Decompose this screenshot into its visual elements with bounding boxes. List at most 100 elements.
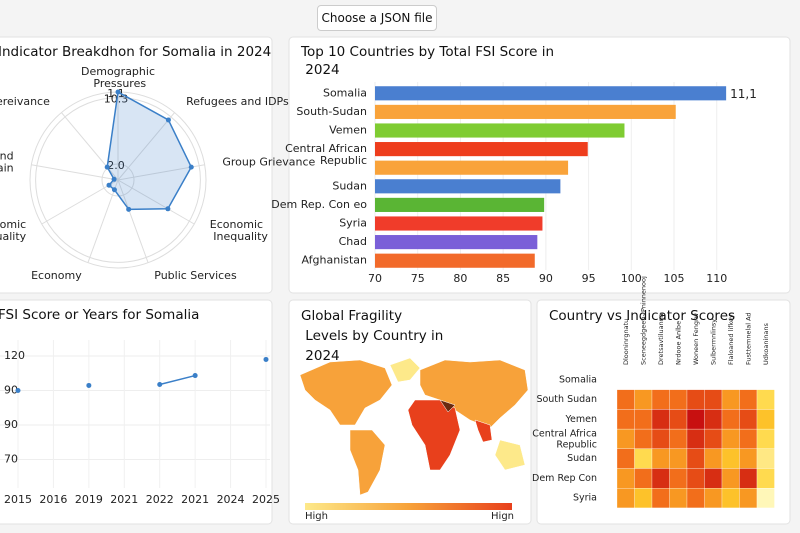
- y-tick-label: 70: [4, 453, 18, 466]
- heat-cell: [634, 448, 653, 469]
- spoke: [31, 164, 119, 181]
- radar-point: [165, 117, 171, 123]
- x-tick-label: 110: [706, 272, 727, 285]
- x-tick-label: 105: [664, 272, 685, 285]
- heat-cell: [669, 468, 688, 489]
- radar-area: [106, 90, 193, 211]
- x-tick-label: 2016: [39, 493, 67, 506]
- chart-title: Indicator Breakdhon for Somalia in 2024: [0, 44, 271, 60]
- heat-cell: [686, 468, 705, 489]
- axis-label: Public Services: [154, 269, 237, 282]
- country-region: [474, 419, 493, 443]
- y-tick-label: South-Sudan: [296, 105, 367, 118]
- country-region: [439, 399, 456, 413]
- line-point: [15, 388, 21, 393]
- spoke: [87, 179, 119, 263]
- heat-cell: [616, 448, 635, 469]
- heat-cell: [616, 488, 635, 509]
- column-label: Dretsavtiluanna: [657, 313, 665, 365]
- heat-cell: [669, 488, 688, 509]
- bar: [375, 216, 543, 231]
- chart-title: FSI Score or Years for Somalia: [0, 307, 199, 323]
- heat-cell: [704, 428, 723, 449]
- heat-cell: [704, 488, 723, 509]
- heat-cell: [634, 468, 653, 489]
- heat-cell: [686, 409, 705, 430]
- chart-title: Country vs Indicator Scores: [549, 308, 735, 324]
- bar: [375, 253, 535, 268]
- bar: [375, 179, 561, 194]
- heat-cell: [739, 389, 758, 410]
- heat-cell: [721, 389, 740, 410]
- row-label: Syria: [573, 493, 597, 504]
- column-label: Sulbermnlinsy: [709, 319, 717, 365]
- panel: [0, 299, 273, 525]
- heat-cell: [634, 389, 653, 410]
- heat-cell: [634, 428, 653, 449]
- legend-label: High: [305, 511, 328, 522]
- heat-cell: [721, 488, 740, 509]
- legend-label: Hign: [491, 511, 514, 522]
- colorbar: [305, 503, 512, 510]
- bar: [375, 160, 569, 175]
- x-tick-label: 2025: [252, 493, 280, 506]
- x-tick-label: 95: [582, 272, 596, 285]
- country-region: [419, 359, 529, 429]
- axis-label: Group Grievance: [222, 155, 315, 168]
- radar-point: [106, 182, 112, 188]
- row-label: Dem Rep Con: [532, 473, 597, 484]
- file-button[interactable]: Choose a JSON file: [317, 5, 437, 31]
- x-tick-label: 75: [411, 272, 425, 285]
- column-label: Nrdooe Anlbe: [674, 321, 682, 365]
- x-tick-label: 2022: [146, 493, 174, 506]
- x-tick-label: 85: [496, 272, 510, 285]
- y-tick-label: Dem Rep. Con eo: [271, 198, 367, 211]
- heat-cell: [669, 389, 688, 410]
- heat-cell: [721, 428, 740, 449]
- column-label: Sceneegdgeeti- Pninnenooj: [639, 276, 647, 365]
- heat-cell: [669, 428, 688, 449]
- heat-cell: [739, 468, 758, 489]
- column-label: Dlooninrgnatu: [622, 319, 630, 365]
- r-tick-label: 10.3: [104, 93, 129, 106]
- line-point: [86, 382, 92, 388]
- spoke: [41, 179, 119, 225]
- x-tick-label: 70: [368, 272, 382, 285]
- chart-title: Global Fragility Levels by Country in 20…: [301, 308, 443, 364]
- column-label: Fusttemnelal Ad: [744, 312, 752, 365]
- y-tick-label: Vemen: [329, 124, 367, 137]
- y-tick-label: Somalia: [323, 86, 367, 99]
- heat-cell: [704, 468, 723, 489]
- heat-cell: [669, 409, 688, 430]
- column-label: Udkoaninans: [762, 322, 770, 365]
- y-tick-label: Sudan: [332, 179, 367, 192]
- x-tick-label: 80: [453, 272, 467, 285]
- x-tick-label: 90: [539, 272, 553, 285]
- heat-cell: [651, 468, 670, 489]
- panel: [0, 36, 273, 294]
- bar: [375, 197, 545, 212]
- heat-cell: [686, 428, 705, 449]
- heat-cell: [756, 448, 775, 469]
- heat-cell: [616, 389, 635, 410]
- chart-title: Top 10 Countries by Total FSI Score in 2…: [300, 44, 554, 78]
- heat-cell: [739, 488, 758, 509]
- row-label: Somalia: [559, 374, 597, 385]
- heat-cell: [704, 409, 723, 430]
- country-region: [389, 357, 421, 383]
- heat-cell: [756, 409, 775, 430]
- heat-cell: [651, 428, 670, 449]
- x-tick-label: 2019: [75, 493, 103, 506]
- heat-cell: [651, 389, 670, 410]
- line: [159, 374, 196, 386]
- y-tick-label: 90: [4, 384, 18, 397]
- x-tick-label: 100: [621, 272, 642, 285]
- country-region: [494, 439, 526, 471]
- heat-cell: [616, 428, 635, 449]
- bar: [375, 104, 676, 119]
- radar-point: [111, 187, 117, 193]
- heat-cell: [739, 428, 758, 449]
- spoke: [117, 179, 195, 225]
